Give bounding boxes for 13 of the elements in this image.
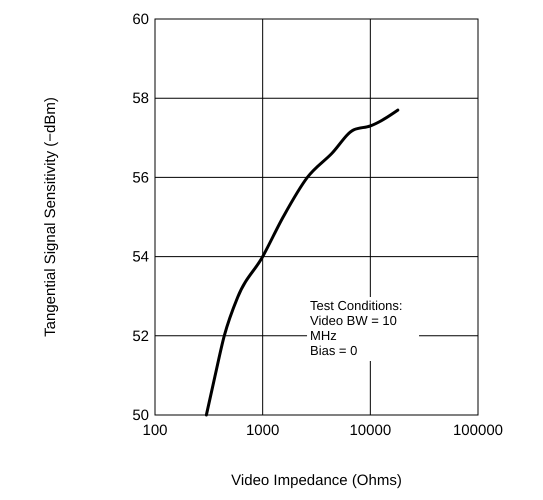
y-tick-label: 56 [132, 169, 149, 186]
y-tick-label: 58 [132, 90, 149, 108]
annotation: Test Conditions: Video BW = 10 MHz Bias = 0 [310, 298, 403, 358]
y-axis-title: Tangential Signal Sensitivity (−dBm) [42, 97, 59, 337]
y-tick-label: 50 [132, 407, 149, 424]
x-tick-label: 1000 [246, 422, 280, 439]
y-tick-label: 60 [132, 11, 149, 28]
x-tick-label: 10000 [349, 422, 392, 439]
y-tick-label: 54 [132, 248, 149, 266]
x-tick-label: 100000 [452, 422, 504, 439]
y-tick-label: 52 [132, 328, 149, 345]
x-tick-label: 100 [142, 422, 168, 439]
x-axis-title: Video Impedance (Ohms) [231, 472, 402, 489]
